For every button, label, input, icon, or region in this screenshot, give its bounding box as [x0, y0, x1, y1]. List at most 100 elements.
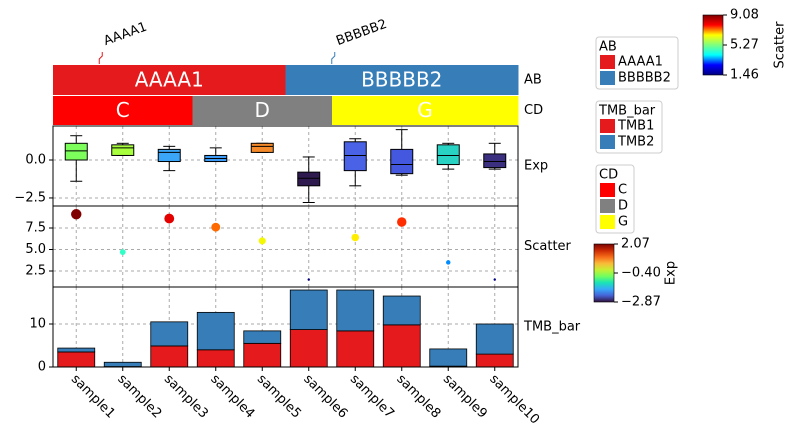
x-tick-label: sample5 [254, 372, 304, 422]
ab-cell [192, 65, 240, 95]
colorbar-tick-label: 1.46 [730, 68, 759, 83]
legend-swatch [600, 71, 615, 85]
box [111, 144, 135, 156]
cd-cell [192, 96, 240, 125]
bar [196, 311, 235, 351]
cd-label: G [417, 98, 433, 122]
legend-label: G [618, 215, 628, 230]
cd-cell [239, 96, 286, 125]
legend-title: TMB_bar [598, 104, 656, 119]
bar [382, 324, 421, 368]
bar [57, 351, 96, 368]
scatter-point [211, 222, 221, 232]
cd-label: C [116, 98, 130, 122]
top-label: BBBBB2 [334, 17, 389, 49]
legend-label: AAAA1 [618, 55, 663, 70]
label-connector [98, 52, 103, 64]
panel-frame [52, 286, 519, 368]
y-tick-label: −2.5 [14, 190, 46, 205]
bar [475, 353, 514, 368]
bar [243, 330, 282, 344]
legend-swatch [600, 183, 615, 197]
row-label: CD [524, 103, 543, 118]
legend-label: TMB1 [617, 119, 654, 134]
scatter-point [397, 217, 407, 227]
legend-swatch [600, 55, 615, 69]
x-tick-label: sample6 [300, 372, 350, 422]
bar [429, 348, 468, 367]
colorbar-tick-label: 2.07 [621, 237, 650, 252]
legend-swatch [600, 199, 615, 213]
y-tick-label: 2.5 [25, 264, 46, 279]
ab-label: AAAA1 [135, 68, 204, 92]
scatter-point [258, 237, 266, 245]
legend-swatch [600, 135, 615, 149]
scatter-point [493, 278, 496, 281]
bar [150, 345, 189, 368]
legend-swatch [600, 215, 615, 229]
legend-swatch [600, 119, 615, 133]
cd-cell [53, 96, 100, 125]
ab-cell [471, 65, 519, 95]
ab-cell [146, 65, 193, 95]
colorbar [702, 14, 724, 76]
bar [150, 321, 189, 347]
y-tick-label: 0 [38, 360, 46, 375]
scatter-point [351, 233, 360, 242]
colorbar-title: Exp [664, 261, 679, 285]
box [157, 148, 181, 163]
bar [103, 361, 142, 367]
x-tick-label: sample1 [68, 372, 118, 422]
x-tick-label: sample9 [440, 372, 490, 422]
scatter-panel: 2.5 5.0 7.5 [25, 206, 518, 287]
colorbar-tick-label: 9.08 [730, 8, 759, 23]
ab-cell [285, 65, 333, 95]
x-tick-label: sample8 [393, 372, 443, 422]
top-label: AAAA1 [102, 20, 149, 49]
row-label: Scatter [524, 239, 572, 254]
legend-label: D [618, 199, 628, 214]
cd-cell [471, 96, 519, 125]
legend-title: CD [599, 168, 618, 183]
y-tick-label: 0.0 [25, 153, 46, 168]
ab-cell [239, 65, 286, 95]
legend-box [595, 36, 679, 90]
legend-label: C [618, 183, 627, 198]
x-tick-label: sample4 [207, 372, 257, 422]
box [297, 171, 321, 187]
legend-label: BBBBB2 [618, 71, 671, 86]
ab-label: BBBBB2 [361, 68, 442, 92]
cd-cell [99, 96, 147, 125]
scatter-point [71, 209, 82, 220]
row-label: AB [524, 73, 542, 88]
colorbar [593, 243, 615, 303]
box [343, 141, 367, 172]
scatter-point [307, 278, 310, 281]
legend-label: TMB2 [617, 135, 654, 150]
box [64, 142, 88, 161]
bar [196, 349, 235, 368]
box [436, 144, 460, 166]
bar [475, 323, 514, 355]
bar [382, 295, 421, 326]
colorbar-tick-label: −0.40 [621, 266, 661, 281]
ab-cell [53, 65, 100, 95]
box [483, 153, 507, 169]
y-tick-label: 7.5 [25, 221, 46, 236]
cd-label: D [255, 98, 270, 122]
scatter-point [164, 213, 175, 224]
row-label: TMB_bar [523, 320, 581, 335]
x-tick-label: sample7 [347, 372, 397, 422]
bar [243, 342, 282, 368]
ab-cell [332, 65, 379, 95]
box [390, 148, 414, 175]
bar [336, 289, 375, 332]
cd-cell [378, 96, 426, 125]
scatter-point [119, 249, 126, 255]
bar [289, 289, 328, 330]
bar [336, 330, 375, 368]
scatter-point [445, 260, 451, 265]
box [250, 142, 274, 153]
colorbar-tick-label: −2.87 [621, 295, 661, 310]
cd-cell [425, 96, 472, 125]
